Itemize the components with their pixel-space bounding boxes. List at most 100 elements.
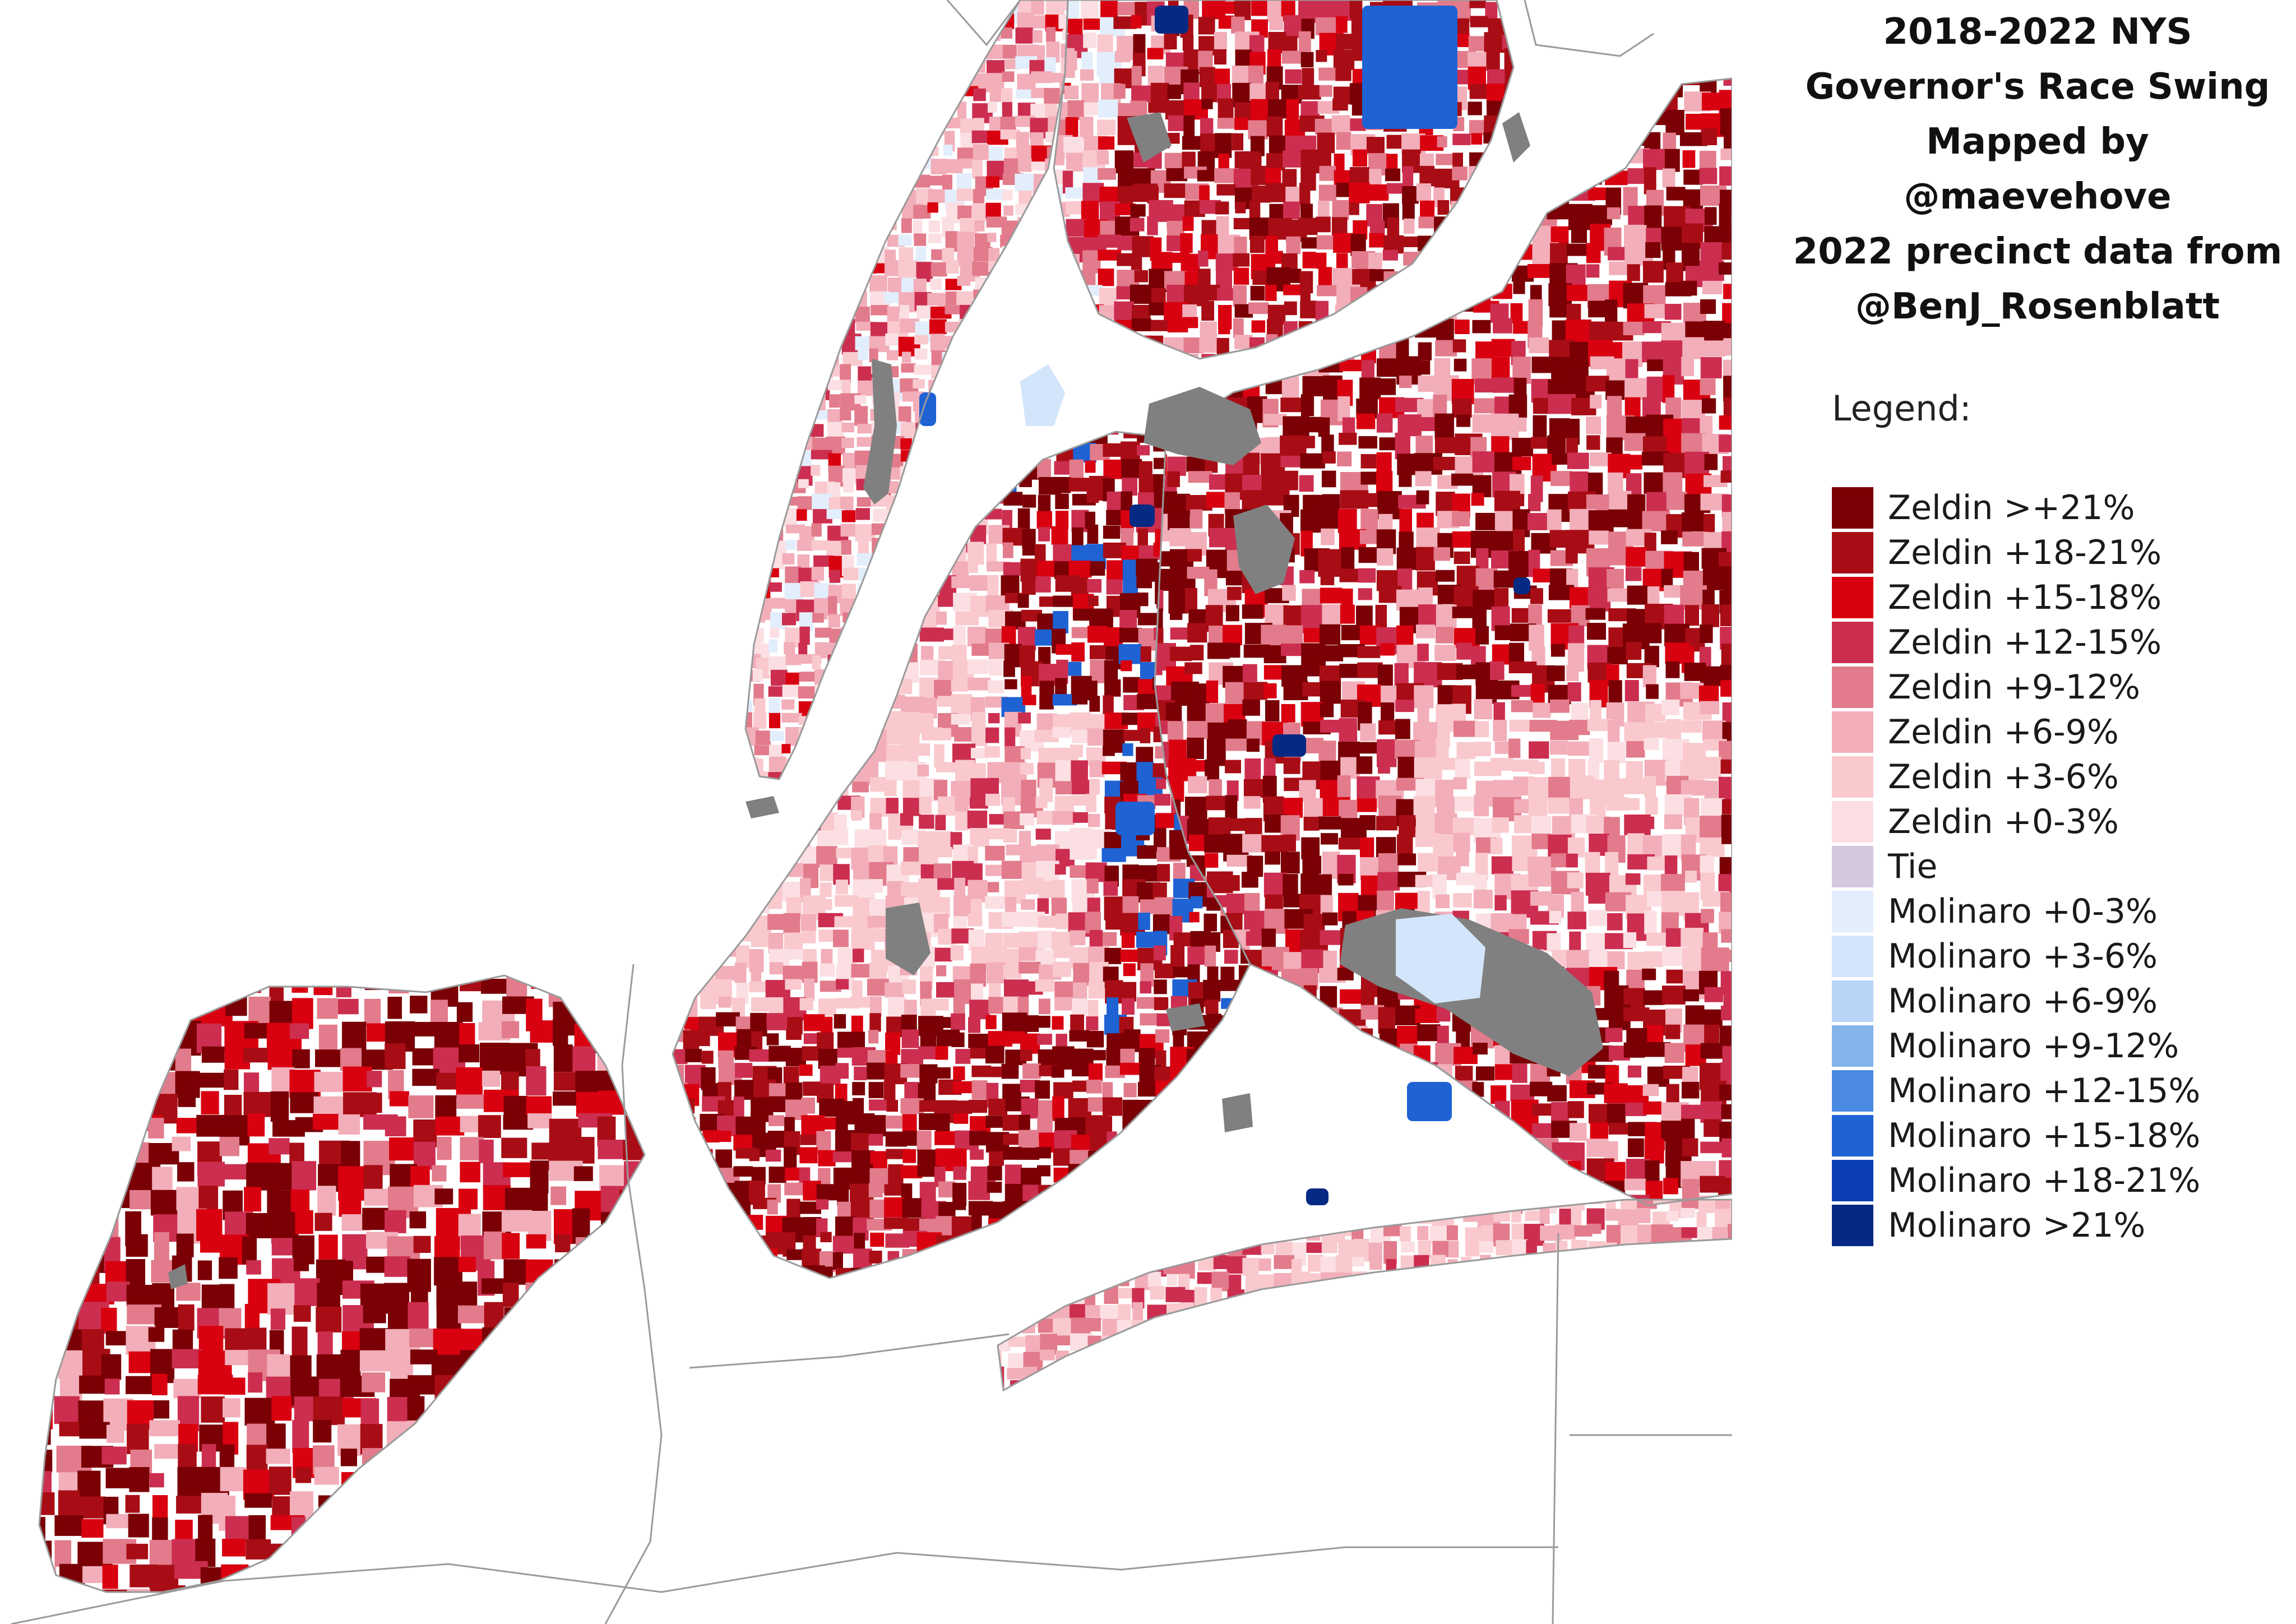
precinct [1661, 891, 1685, 917]
precinct [1565, 547, 1578, 564]
precinct [1187, 549, 1202, 562]
precinct [1338, 838, 1364, 850]
precinct [957, 147, 975, 160]
precinct [984, 746, 1000, 758]
precinct [1087, 579, 1101, 593]
precinct [1234, 117, 1248, 130]
precinct [1701, 604, 1719, 627]
precinct [1249, 235, 1265, 253]
precinct [1206, 680, 1219, 703]
precinct [914, 348, 928, 360]
precinct [1154, 828, 1166, 852]
precinct [1045, 72, 1061, 83]
precinct [1031, 87, 1046, 98]
precinct [783, 965, 806, 980]
precinct [1508, 738, 1521, 758]
precinct [968, 659, 989, 674]
precinct [1645, 797, 1658, 815]
precinct [746, 712, 752, 733]
precinct [1682, 150, 1696, 168]
precinct [957, 101, 967, 122]
precinct [1349, 202, 1359, 215]
precinct [1282, 625, 1303, 644]
precinct [985, 794, 1001, 806]
precinct [1103, 881, 1118, 896]
precinct [1187, 946, 1208, 965]
precinct [769, 712, 781, 729]
precinct [1663, 1178, 1678, 1195]
precinct [1103, 525, 1121, 539]
precinct [973, 144, 989, 160]
precinct [988, 713, 1000, 724]
precinct [1337, 775, 1351, 798]
precinct [1337, 968, 1354, 980]
precinct [1585, 608, 1605, 620]
precinct [1286, 236, 1301, 255]
precinct [1316, 50, 1327, 62]
precinct [1395, 719, 1410, 739]
precinct [1385, 168, 1401, 182]
precinct [946, 291, 957, 306]
precinct [1056, 659, 1068, 684]
precinct [851, 964, 871, 978]
precinct [1418, 853, 1437, 872]
precinct [1590, 452, 1612, 466]
precinct [1644, 205, 1662, 230]
precinct [1299, 475, 1314, 492]
precinct [1320, 703, 1334, 718]
precinct [1682, 1081, 1700, 1099]
precinct [1644, 910, 1657, 934]
precinct [1065, 187, 1086, 198]
precinct [1137, 445, 1150, 456]
precinct [1723, 359, 1732, 380]
precinct [1056, 913, 1068, 929]
precinct [1456, 852, 1469, 867]
precinct [1318, 184, 1337, 201]
precinct [1437, 136, 1447, 147]
precinct [1001, 27, 1013, 39]
precinct [1003, 829, 1017, 843]
precinct [1001, 626, 1016, 646]
precinct [1627, 833, 1645, 855]
precinct [1188, 471, 1212, 483]
precinct [1476, 1066, 1495, 1081]
precinct [1131, 253, 1142, 271]
precinct [1685, 871, 1697, 883]
precinct [1646, 228, 1662, 243]
precinct [934, 998, 949, 1011]
precinct [917, 765, 929, 777]
precinct [1182, 136, 1202, 150]
precinct [1335, 67, 1351, 81]
precinct [1021, 577, 1036, 595]
precinct [1188, 834, 1206, 852]
precinct [1282, 585, 1296, 601]
precinct [1664, 304, 1682, 320]
precinct [785, 949, 803, 960]
precinct [1722, 1045, 1732, 1063]
precinct [1642, 665, 1656, 687]
precinct [1098, 249, 1122, 261]
precinct [820, 1016, 833, 1038]
precinct [1434, 413, 1454, 439]
precinct [1166, 168, 1188, 182]
precinct [799, 998, 813, 1011]
precinct [1642, 816, 1655, 829]
precinct [935, 815, 946, 830]
precinct [1452, 399, 1472, 418]
precinct [1624, 433, 1646, 451]
precinct [1625, 567, 1642, 581]
precinct [950, 945, 964, 961]
precinct [1187, 721, 1209, 739]
precinct [1002, 71, 1015, 82]
precinct [1320, 895, 1333, 914]
precinct [1589, 1104, 1610, 1124]
precinct [1021, 676, 1032, 698]
precinct [1167, 471, 1180, 487]
precinct [818, 929, 835, 942]
precinct [751, 931, 771, 947]
precinct [1665, 110, 1684, 136]
precinct [1039, 596, 1054, 607]
precinct [913, 379, 925, 388]
precinct [751, 966, 762, 985]
precinct [1490, 661, 1505, 680]
